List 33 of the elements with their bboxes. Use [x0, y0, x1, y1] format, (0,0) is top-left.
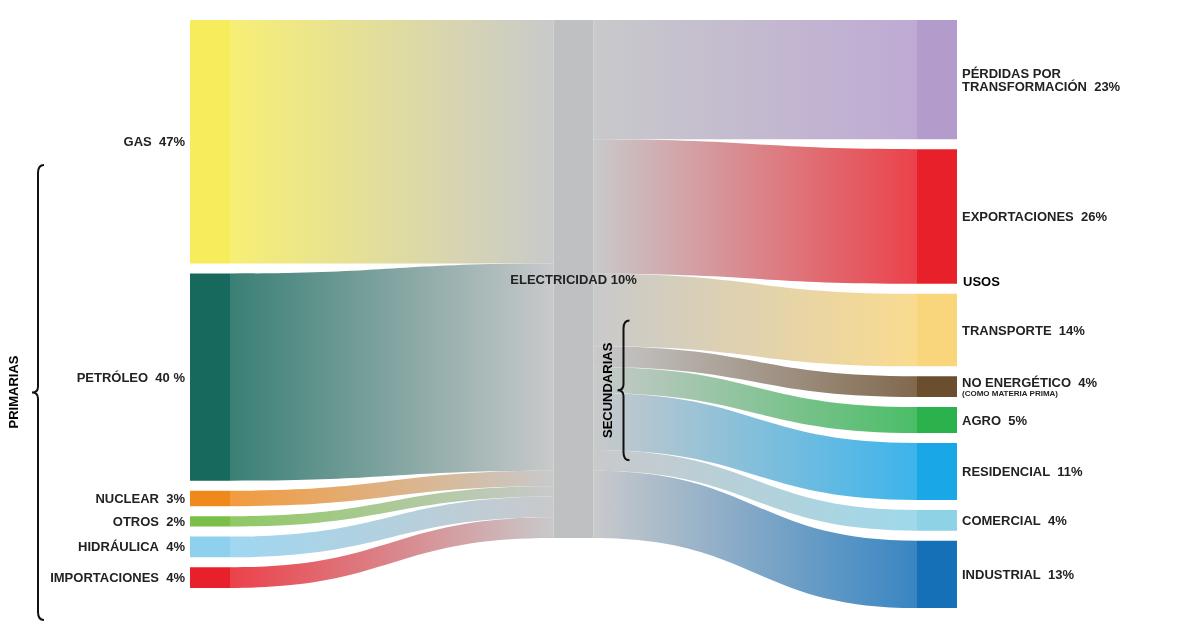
- category-label: EXPORTACIONES: [962, 208, 1075, 224]
- text: USOS: [963, 273, 1001, 289]
- data-label: 13%: [1047, 566, 1075, 582]
- category-label: PETRÓLEO: [76, 369, 149, 385]
- text: SECUNDARIAS: [599, 342, 615, 439]
- category-label: INDUSTRIAL: [962, 566, 1041, 582]
- category-label: TRANSPORTE: [962, 322, 1052, 338]
- data-label: 4%: [1078, 375, 1098, 391]
- text: PRIMARIAS: [6, 355, 21, 429]
- data-label: 4%: [1047, 512, 1068, 528]
- text: ELECTRICIDAD 10%: [510, 271, 638, 287]
- category-label: RESIDENCIAL: [962, 463, 1051, 479]
- data-label: 40 %: [155, 369, 186, 385]
- category-label: COMERCIAL: [962, 512, 1041, 528]
- text: (COMO MATERIA PRIMA): [962, 388, 1058, 398]
- category-label: NUCLEAR: [95, 490, 160, 506]
- category-label: AGRO: [962, 412, 1001, 428]
- category-label: PÉRDIDAS POR TRANSFORMACIÓN: [962, 65, 1087, 94]
- data-label: 47%: [158, 134, 186, 150]
- data-label: 14%: [1058, 322, 1086, 338]
- category-label: IMPORTACIONES: [50, 570, 160, 586]
- category-label: NO ENERGÉTICO: [962, 375, 1072, 391]
- data-label: 23%: [1094, 78, 1121, 94]
- data-label: 3%: [166, 490, 186, 506]
- data-label: 11%: [1057, 463, 1084, 479]
- data-label: 4%: [166, 570, 186, 586]
- data-label: 4%: [166, 539, 186, 555]
- category-label: HIDRÁULICA: [78, 539, 160, 555]
- category-label: GAS: [123, 134, 153, 150]
- data-label: 2%: [166, 513, 186, 529]
- data-label: 5%: [1008, 412, 1028, 428]
- data-label: 26%: [1080, 208, 1108, 224]
- category-label: OTROS: [112, 513, 160, 529]
